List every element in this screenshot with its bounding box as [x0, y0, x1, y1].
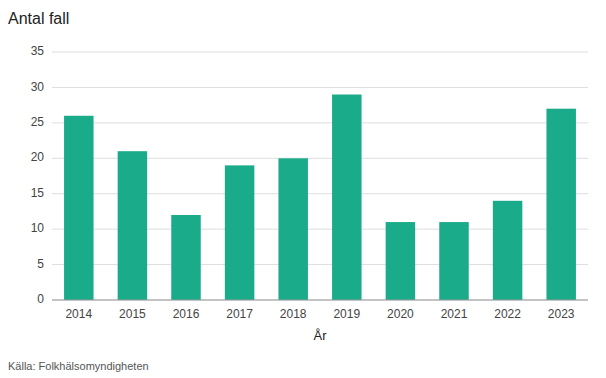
- grid: [52, 52, 588, 300]
- x-tick-label: 2023: [548, 307, 575, 321]
- x-tick-label: 2022: [494, 307, 521, 321]
- chart-container: 0 5 10 15 20 25 30 35 2014 2015 2016 2017 2018 2019 20…: [0, 0, 606, 378]
- x-tick-label: 2017: [226, 307, 253, 321]
- y-tick-label: 0: [37, 292, 44, 306]
- bar: [439, 222, 468, 300]
- x-axis-label: År: [314, 328, 328, 343]
- x-axis-line: [52, 300, 588, 301]
- y-tick-label: 5: [37, 257, 44, 271]
- x-tick-label: 2016: [173, 307, 200, 321]
- bar: [118, 151, 147, 300]
- bar: [225, 165, 254, 300]
- source: Källa: Folkhälsomyndigheten: [8, 360, 149, 372]
- y-tick-label: 15: [31, 186, 45, 200]
- bar: [332, 95, 361, 300]
- bar: [546, 109, 575, 300]
- x-tick-label: 2018: [280, 307, 307, 321]
- bars: [64, 95, 576, 300]
- x-tick-label: 2021: [441, 307, 468, 321]
- y-tick-label: 25: [31, 115, 45, 129]
- y-tick-label: 10: [31, 221, 45, 235]
- bar: [386, 222, 415, 300]
- y-tick-label: 30: [31, 80, 45, 94]
- grid-line: [52, 122, 588, 123]
- grid-line: [52, 52, 588, 53]
- grid-line: [52, 87, 588, 88]
- chart-svg: 0 5 10 15 20 25 30 35 2014 2015 2016 2017 2018 2019 20…: [0, 0, 606, 378]
- grid-line: [52, 300, 588, 301]
- x-tick-label: 2014: [65, 307, 92, 321]
- title: Antal fall: [8, 10, 69, 27]
- bar: [64, 116, 93, 300]
- bar: [278, 158, 307, 300]
- bar: [493, 201, 522, 300]
- background: [0, 0, 606, 378]
- x-tick-label: 2020: [387, 307, 414, 321]
- x-tick-label: 2015: [119, 307, 146, 321]
- x-tick-label: 2019: [333, 307, 360, 321]
- y-tick-label: 35: [31, 44, 45, 58]
- y-tick-label: 20: [31, 150, 45, 164]
- bar: [171, 215, 200, 300]
